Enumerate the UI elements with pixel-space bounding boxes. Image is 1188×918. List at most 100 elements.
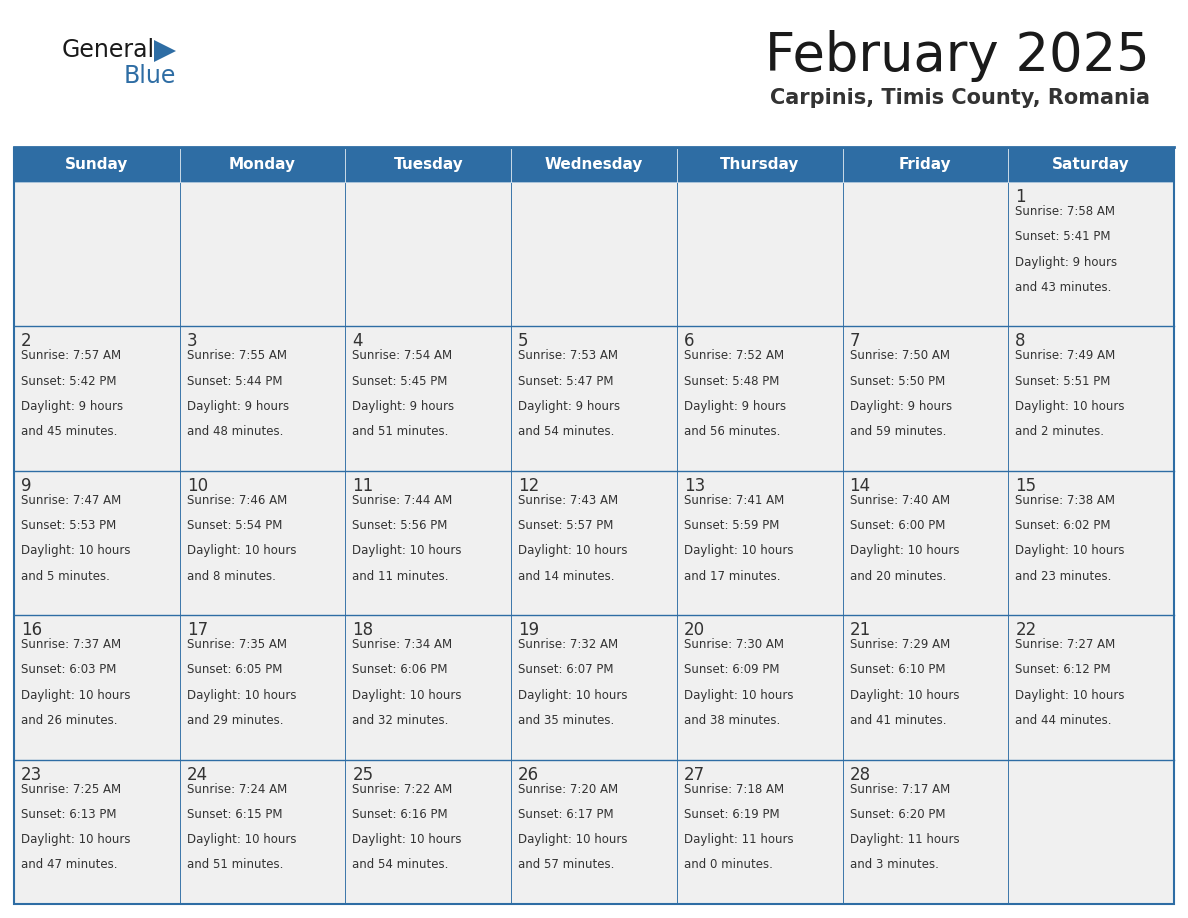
- Text: 25: 25: [353, 766, 373, 784]
- Text: Daylight: 10 hours: Daylight: 10 hours: [1016, 688, 1125, 701]
- Text: Daylight: 9 hours: Daylight: 9 hours: [187, 400, 289, 413]
- Text: Friday: Friday: [899, 158, 952, 173]
- Text: Sunset: 6:10 PM: Sunset: 6:10 PM: [849, 664, 946, 677]
- Text: 15: 15: [1016, 476, 1036, 495]
- Text: Sunday: Sunday: [65, 158, 128, 173]
- Text: Sunset: 5:41 PM: Sunset: 5:41 PM: [1016, 230, 1111, 243]
- Text: Sunrise: 7:32 AM: Sunrise: 7:32 AM: [518, 638, 618, 651]
- Text: 27: 27: [684, 766, 704, 784]
- Text: Sunset: 6:03 PM: Sunset: 6:03 PM: [21, 664, 116, 677]
- Text: Sunrise: 7:43 AM: Sunrise: 7:43 AM: [518, 494, 618, 507]
- Text: 20: 20: [684, 621, 704, 639]
- Text: Sunrise: 7:47 AM: Sunrise: 7:47 AM: [21, 494, 121, 507]
- Text: Daylight: 9 hours: Daylight: 9 hours: [1016, 255, 1118, 269]
- Text: Sunset: 5:53 PM: Sunset: 5:53 PM: [21, 519, 116, 532]
- Text: Wednesday: Wednesday: [545, 158, 643, 173]
- Bar: [179, 327, 346, 471]
- Text: 16: 16: [21, 621, 42, 639]
- Bar: [842, 327, 1009, 471]
- Bar: [842, 148, 1009, 182]
- Text: 28: 28: [849, 766, 871, 784]
- Bar: [1009, 327, 1174, 471]
- Text: Sunrise: 7:38 AM: Sunrise: 7:38 AM: [1016, 494, 1116, 507]
- Text: Daylight: 9 hours: Daylight: 9 hours: [518, 400, 620, 413]
- Text: Daylight: 10 hours: Daylight: 10 hours: [21, 834, 131, 846]
- Bar: [179, 182, 346, 327]
- Text: Sunrise: 7:37 AM: Sunrise: 7:37 AM: [21, 638, 121, 651]
- Text: 22: 22: [1016, 621, 1037, 639]
- Text: 23: 23: [21, 766, 43, 784]
- Text: Daylight: 9 hours: Daylight: 9 hours: [21, 400, 124, 413]
- Text: Sunrise: 7:35 AM: Sunrise: 7:35 AM: [187, 638, 286, 651]
- Text: Sunset: 5:50 PM: Sunset: 5:50 PM: [849, 375, 944, 387]
- Bar: [346, 327, 511, 471]
- Bar: [511, 471, 677, 615]
- Text: Sunset: 5:51 PM: Sunset: 5:51 PM: [1016, 375, 1111, 387]
- Text: and 41 minutes.: and 41 minutes.: [849, 714, 946, 727]
- Text: and 11 minutes.: and 11 minutes.: [353, 569, 449, 583]
- Text: and 54 minutes.: and 54 minutes.: [518, 425, 614, 438]
- Text: and 35 minutes.: and 35 minutes.: [518, 714, 614, 727]
- Bar: [14, 471, 179, 615]
- Bar: [1009, 182, 1174, 327]
- Bar: [842, 615, 1009, 759]
- Text: and 38 minutes.: and 38 minutes.: [684, 714, 781, 727]
- Text: Saturday: Saturday: [1053, 158, 1130, 173]
- Bar: [511, 182, 677, 327]
- Text: 4: 4: [353, 332, 362, 351]
- Bar: [179, 759, 346, 904]
- Text: Monday: Monday: [229, 158, 296, 173]
- Text: and 14 minutes.: and 14 minutes.: [518, 569, 614, 583]
- Text: Daylight: 10 hours: Daylight: 10 hours: [518, 544, 627, 557]
- Bar: [179, 615, 346, 759]
- Text: Sunrise: 7:54 AM: Sunrise: 7:54 AM: [353, 350, 453, 363]
- Text: Sunset: 6:05 PM: Sunset: 6:05 PM: [187, 664, 282, 677]
- Text: Daylight: 10 hours: Daylight: 10 hours: [353, 834, 462, 846]
- Bar: [14, 327, 179, 471]
- Text: 1: 1: [1016, 188, 1026, 206]
- Bar: [677, 471, 842, 615]
- Text: 11: 11: [353, 476, 374, 495]
- Bar: [511, 615, 677, 759]
- Text: Daylight: 10 hours: Daylight: 10 hours: [518, 834, 627, 846]
- Text: Daylight: 10 hours: Daylight: 10 hours: [21, 544, 131, 557]
- Text: Sunset: 5:56 PM: Sunset: 5:56 PM: [353, 519, 448, 532]
- Text: Daylight: 10 hours: Daylight: 10 hours: [849, 688, 959, 701]
- Text: Sunset: 6:06 PM: Sunset: 6:06 PM: [353, 664, 448, 677]
- Text: Sunset: 6:02 PM: Sunset: 6:02 PM: [1016, 519, 1111, 532]
- Text: and 59 minutes.: and 59 minutes.: [849, 425, 946, 438]
- Bar: [842, 759, 1009, 904]
- Text: Sunset: 6:17 PM: Sunset: 6:17 PM: [518, 808, 614, 821]
- Bar: [179, 471, 346, 615]
- Text: and 23 minutes.: and 23 minutes.: [1016, 569, 1112, 583]
- Text: Daylight: 9 hours: Daylight: 9 hours: [353, 400, 455, 413]
- Text: and 29 minutes.: and 29 minutes.: [187, 714, 283, 727]
- Text: 9: 9: [21, 476, 32, 495]
- Text: Daylight: 10 hours: Daylight: 10 hours: [684, 544, 794, 557]
- Text: Sunset: 6:13 PM: Sunset: 6:13 PM: [21, 808, 116, 821]
- Text: Blue: Blue: [124, 64, 176, 88]
- Text: 21: 21: [849, 621, 871, 639]
- Bar: [677, 327, 842, 471]
- Text: and 57 minutes.: and 57 minutes.: [518, 858, 614, 871]
- Text: Sunset: 5:44 PM: Sunset: 5:44 PM: [187, 375, 283, 387]
- Text: Sunset: 6:00 PM: Sunset: 6:00 PM: [849, 519, 944, 532]
- Text: and 2 minutes.: and 2 minutes.: [1016, 425, 1105, 438]
- Bar: [14, 615, 179, 759]
- Text: 10: 10: [187, 476, 208, 495]
- Text: Sunrise: 7:40 AM: Sunrise: 7:40 AM: [849, 494, 949, 507]
- Text: Sunrise: 7:50 AM: Sunrise: 7:50 AM: [849, 350, 949, 363]
- Text: 26: 26: [518, 766, 539, 784]
- Text: and 43 minutes.: and 43 minutes.: [1016, 281, 1112, 294]
- Text: Sunrise: 7:20 AM: Sunrise: 7:20 AM: [518, 783, 618, 796]
- Text: 13: 13: [684, 476, 706, 495]
- Text: Thursday: Thursday: [720, 158, 800, 173]
- Text: Daylight: 10 hours: Daylight: 10 hours: [353, 688, 462, 701]
- Bar: [346, 182, 511, 327]
- Text: 5: 5: [518, 332, 529, 351]
- Bar: [842, 471, 1009, 615]
- Bar: [346, 615, 511, 759]
- Text: 24: 24: [187, 766, 208, 784]
- Text: Sunrise: 7:44 AM: Sunrise: 7:44 AM: [353, 494, 453, 507]
- Bar: [1009, 148, 1174, 182]
